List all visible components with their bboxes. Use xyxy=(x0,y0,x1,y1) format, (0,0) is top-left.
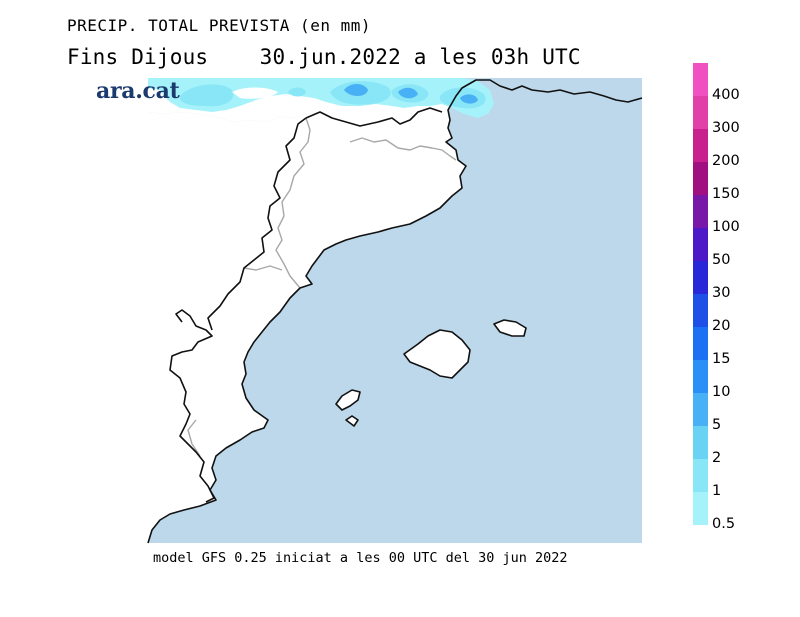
coastline xyxy=(147,79,643,544)
precip-core xyxy=(398,87,418,99)
precip-patch xyxy=(179,84,234,107)
legend-swatch xyxy=(693,492,708,525)
precip-core xyxy=(460,94,478,104)
island-menorca xyxy=(493,319,527,337)
ara-cat-logo: ara.cat xyxy=(96,78,180,104)
legend-swatch xyxy=(693,96,708,129)
border-valencia xyxy=(243,265,283,271)
legend-label: 2 xyxy=(712,450,722,466)
legend-label: 0.5 xyxy=(712,516,736,532)
spain-inland-outline xyxy=(169,309,215,503)
legend-swatch xyxy=(693,459,708,492)
legend-swatch xyxy=(693,129,708,162)
island-mallorca xyxy=(403,329,471,379)
legend-swatch xyxy=(693,426,708,459)
legend-label: 20 xyxy=(712,318,731,334)
island-ibiza xyxy=(335,389,361,411)
precip-core xyxy=(344,84,368,96)
legend-swatch xyxy=(693,360,708,393)
precip-patch xyxy=(288,87,306,97)
legend-swatch xyxy=(693,228,708,261)
border-aragon-catalonia xyxy=(275,117,311,289)
legend-label: 400 xyxy=(712,87,740,103)
legend-swatch xyxy=(693,195,708,228)
precipitation-legend: 400 300 200 150 100 50 30 20 15 10 5 2 1 0.5 xyxy=(693,63,793,533)
legend-swatch xyxy=(693,63,708,96)
map-subtitle: Fins Dijous 30.jun.2022 a les 03h UTC xyxy=(67,45,581,69)
legend-swatch xyxy=(693,393,708,426)
legend-label: 15 xyxy=(712,351,731,367)
map-title: PRECIP. TOTAL PREVISTA (en mm) xyxy=(67,16,371,35)
legend-label: 200 xyxy=(712,153,740,169)
inland-outline-west xyxy=(207,117,307,331)
legend-label: 100 xyxy=(712,219,740,235)
precip-gap xyxy=(232,87,278,99)
legend-label: 5 xyxy=(712,417,722,433)
model-footer: model GFS 0.25 iniciat a les 00 UTC del … xyxy=(153,550,568,566)
inland-outline-upper xyxy=(305,107,443,127)
legend-label: 300 xyxy=(712,120,740,136)
legend-swatch xyxy=(693,327,708,360)
legend-label: 30 xyxy=(712,285,731,301)
border-south xyxy=(187,419,201,457)
legend-swatch xyxy=(693,162,708,195)
island-formentera xyxy=(345,415,359,427)
legend-label: 1 xyxy=(712,483,722,499)
border-france-spain xyxy=(349,137,457,161)
legend-label: 150 xyxy=(712,186,740,202)
legend-swatch xyxy=(693,261,708,294)
land-iberia xyxy=(148,108,466,543)
legend-swatch xyxy=(693,294,708,327)
legend-label: 10 xyxy=(712,384,731,400)
legend-label: 50 xyxy=(712,252,731,268)
